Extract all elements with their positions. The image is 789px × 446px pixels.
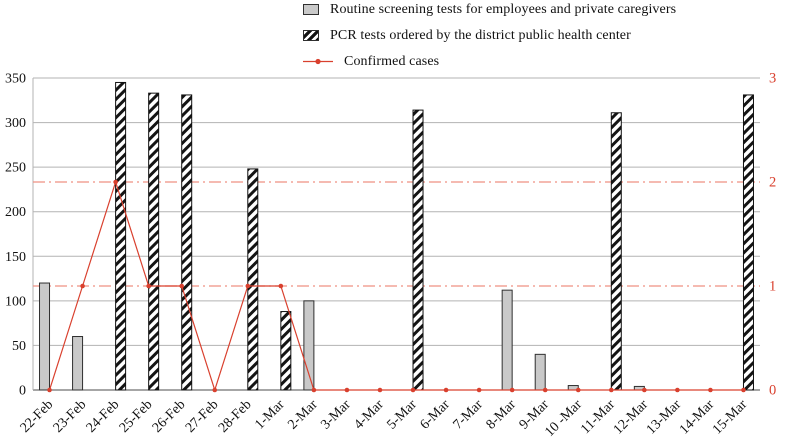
- svg-text:28-Feb: 28-Feb: [216, 397, 255, 436]
- confirmed-marker-5-Mar: [410, 387, 416, 393]
- svg-text:100: 100: [5, 294, 26, 309]
- svg-text:150: 150: [5, 250, 26, 265]
- svg-text:8-Mar: 8-Mar: [484, 397, 520, 433]
- svg-text:7-Mar: 7-Mar: [451, 397, 487, 433]
- routine-bar-22-Feb: [39, 282, 51, 391]
- confirmed-marker-4-Mar: [377, 387, 383, 393]
- routine-screening-bars: [39, 282, 645, 391]
- x-axis-labels: 22-Feb23-Feb24-Feb25-Feb26-Feb27-Feb28-F…: [18, 397, 751, 440]
- confirmed-marker-2-Mar: [311, 387, 317, 393]
- svg-text:5-Mar: 5-Mar: [384, 397, 420, 433]
- svg-text:50: 50: [12, 339, 26, 354]
- confirmed-marker-15-Mar: [741, 387, 746, 393]
- svg-text:6-Mar: 6-Mar: [418, 397, 454, 433]
- svg-text:2: 2: [769, 175, 776, 191]
- red-line-swatch: [303, 58, 333, 65]
- confirmed-marker-14-Mar: [708, 387, 713, 393]
- right-axis-labels: 0 1 2 3: [769, 71, 776, 399]
- confirmed-marker-22-Feb: [47, 387, 52, 393]
- svg-text:1-Mar: 1-Mar: [252, 397, 288, 433]
- svg-text:1: 1: [769, 279, 776, 295]
- confirmed-marker-12-Mar: [642, 387, 647, 393]
- gridlines: [32, 77, 760, 391]
- svg-text:3: 3: [769, 71, 776, 87]
- pcr-bar-11-Mar: [610, 112, 622, 391]
- confirmed-marker-9-Mar: [542, 387, 548, 393]
- svg-text:13-Mar: 13-Mar: [644, 397, 685, 438]
- svg-text:22-Feb: 22-Feb: [18, 397, 57, 436]
- confirmed-marker-6-Mar: [443, 387, 449, 393]
- legend-label-confirmed: Confirmed cases: [344, 53, 440, 69]
- confirmed-marker-13-Mar: [675, 387, 680, 393]
- svg-text:10 -Mar: 10 -Mar: [542, 397, 585, 440]
- svg-text:23-Feb: 23-Feb: [51, 397, 90, 436]
- combo-chart: 0 50 100 150 200 250 300 350 0 1 2 3 22-Feb23-Feb24-…: [5, 71, 776, 441]
- svg-text:300: 300: [5, 116, 26, 131]
- svg-text:3-Mar: 3-Mar: [318, 397, 354, 433]
- hatched-bar-swatch: [303, 30, 319, 41]
- confirmed-marker-27-Feb: [212, 387, 218, 393]
- confirmed-marker-11-Mar: [608, 387, 614, 393]
- svg-text:350: 350: [5, 72, 26, 87]
- reference-lines: [33, 181, 760, 287]
- confirmed-marker-24-Feb: [113, 179, 118, 185]
- pcr-test-bars: [115, 81, 754, 391]
- confirmed-marker-25-Feb: [146, 283, 151, 289]
- routine-bar-2-Mar: [303, 300, 315, 391]
- gray-bar-swatch: [303, 4, 319, 15]
- confirmed-marker-7-Mar: [476, 387, 482, 393]
- pcr-bar-28-Feb: [247, 168, 259, 391]
- svg-text:0: 0: [769, 383, 776, 399]
- svg-text:4-Mar: 4-Mar: [351, 397, 387, 433]
- svg-text:12-Mar: 12-Mar: [611, 397, 652, 438]
- pcr-bar-26-Feb: [181, 94, 193, 391]
- confirmed-marker-23-Feb: [80, 283, 85, 289]
- confirmed-marker-26-Feb: [179, 283, 185, 289]
- legend-item-routine-screening: Routine screening tests for employees an…: [303, 2, 676, 17]
- pcr-bar-15-Mar: [742, 94, 754, 391]
- confirmed-marker-3-Mar: [344, 387, 350, 393]
- legend-item-confirmed-cases: Confirmed cases: [303, 54, 676, 69]
- legend-label-routine: Routine screening tests for employees an…: [330, 1, 677, 17]
- pcr-bar-1-Mar: [280, 311, 292, 391]
- pcr-bar-5-Mar: [412, 109, 424, 391]
- confirmed-marker-28-Feb: [245, 283, 251, 289]
- svg-text:14-Mar: 14-Mar: [677, 397, 718, 438]
- svg-text:26-Feb: 26-Feb: [150, 397, 189, 436]
- left-axis-labels: 0 50 100 150 200 250 300 350: [5, 72, 26, 399]
- legend: Routine screening tests for employees an…: [303, 2, 676, 69]
- svg-text:24-Feb: 24-Feb: [84, 397, 123, 436]
- svg-text:27-Feb: 27-Feb: [183, 397, 222, 436]
- svg-text:11-Mar: 11-Mar: [578, 397, 618, 437]
- routine-bar-8-Mar: [501, 289, 513, 391]
- confirmed-marker-10 -Mar: [575, 387, 581, 393]
- svg-text:25-Feb: 25-Feb: [117, 397, 156, 436]
- confirmed-marker-8-Mar: [509, 387, 515, 393]
- pcr-bar-25-Feb: [148, 92, 160, 391]
- svg-text:2-Mar: 2-Mar: [285, 397, 321, 433]
- svg-text:250: 250: [5, 161, 26, 176]
- routine-bar-23-Feb: [72, 336, 84, 391]
- legend-label-pcr: PCR tests ordered by the district public…: [330, 27, 631, 43]
- confirmed-marker-1-Mar: [278, 283, 284, 289]
- routine-bar-9-Mar: [534, 353, 546, 391]
- confirmed-cases-line: [47, 179, 746, 393]
- legend-item-pcr-tests: PCR tests ordered by the district public…: [303, 28, 676, 43]
- svg-text:0: 0: [19, 384, 26, 399]
- svg-text:15-Mar: 15-Mar: [710, 397, 751, 438]
- svg-text:200: 200: [5, 205, 26, 220]
- pcr-bar-24-Feb: [115, 81, 127, 391]
